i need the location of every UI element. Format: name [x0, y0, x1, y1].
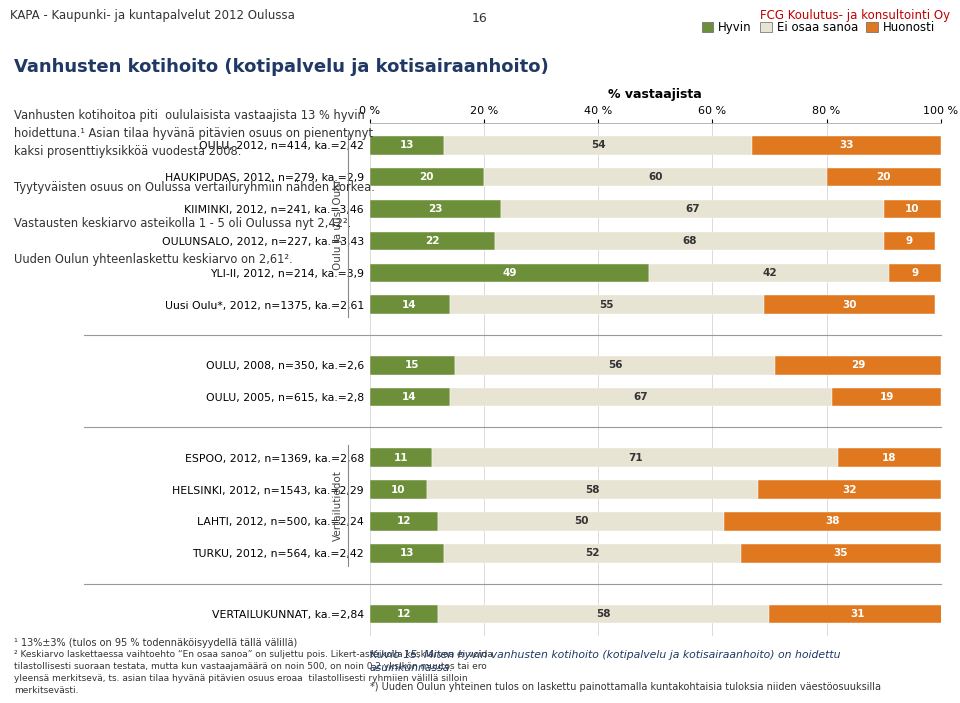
Text: 9: 9 — [906, 236, 913, 246]
Bar — [370, 295, 449, 314]
Text: 18: 18 — [882, 453, 897, 463]
Text: ² Keskiarvo laskettaessa vaihtoehto “En osaa sanoa” on suljettu pois. Likert-ast: ² Keskiarvo laskettaessa vaihtoehto “En … — [14, 650, 493, 695]
Text: Oulu ja uusi Oulu: Oulu ja uusi Oulu — [333, 180, 343, 270]
Text: 33: 33 — [839, 141, 853, 150]
Text: Vertailutiedot: Vertailutiedot — [333, 470, 343, 541]
Bar — [775, 356, 941, 375]
Bar — [455, 356, 775, 375]
X-axis label: % vastaajista: % vastaajista — [609, 88, 702, 101]
Text: 10: 10 — [391, 484, 405, 495]
Bar — [770, 605, 947, 623]
Bar — [449, 388, 832, 406]
Text: ¹ 13%±3% (tulos on 95 % todennäköisyydellä tällä välillä): ¹ 13%±3% (tulos on 95 % todennäköisyydel… — [14, 638, 298, 648]
Legend: Hyvin, Ei osaa sanoa, Huonosti: Hyvin, Ei osaa sanoa, Huonosti — [702, 21, 935, 34]
Bar — [370, 356, 455, 375]
Bar — [370, 264, 650, 282]
Text: 20: 20 — [420, 172, 434, 182]
Bar — [426, 480, 758, 499]
Text: Vanhusten kotihoito (kotipalvelu ja kotisairaanhoito): Vanhusten kotihoito (kotipalvelu ja koti… — [14, 58, 549, 76]
Bar — [370, 449, 432, 467]
Bar — [650, 264, 889, 282]
Bar — [370, 388, 449, 406]
Text: 20: 20 — [876, 172, 891, 182]
Text: 54: 54 — [590, 141, 606, 150]
Text: 12: 12 — [396, 609, 411, 619]
Text: 71: 71 — [628, 453, 642, 463]
Bar — [444, 136, 753, 155]
Bar — [753, 136, 941, 155]
Text: 42: 42 — [762, 268, 777, 278]
Bar — [370, 605, 438, 623]
Bar — [432, 449, 838, 467]
Bar — [832, 388, 941, 406]
Bar — [370, 512, 438, 531]
Bar — [883, 232, 935, 250]
Bar — [758, 480, 941, 499]
Text: 55: 55 — [599, 299, 613, 310]
Text: 10: 10 — [905, 204, 920, 214]
Text: 11: 11 — [394, 453, 408, 463]
Text: FCG Koulutus- ja konsultointi Oy: FCG Koulutus- ja konsultointi Oy — [760, 9, 950, 22]
Text: 58: 58 — [585, 484, 600, 495]
Text: 30: 30 — [842, 299, 856, 310]
Bar — [370, 136, 444, 155]
Bar — [827, 168, 941, 186]
Text: KAPA - Kaupunki- ja kuntapalvelut 2012 Oulussa: KAPA - Kaupunki- ja kuntapalvelut 2012 O… — [10, 9, 295, 22]
Text: 14: 14 — [402, 392, 417, 402]
Bar — [438, 605, 770, 623]
Text: 31: 31 — [851, 609, 865, 619]
Text: 12: 12 — [396, 517, 411, 527]
Bar — [370, 200, 501, 219]
Text: 23: 23 — [428, 204, 443, 214]
Text: 35: 35 — [833, 548, 848, 558]
Text: 67: 67 — [685, 204, 700, 214]
Text: 56: 56 — [608, 360, 622, 370]
Bar — [370, 232, 495, 250]
Text: 16: 16 — [472, 12, 488, 25]
Text: 19: 19 — [879, 392, 894, 402]
Text: 29: 29 — [851, 360, 865, 370]
Bar — [889, 264, 941, 282]
Text: 58: 58 — [596, 609, 612, 619]
Bar — [370, 544, 444, 562]
Bar — [444, 544, 741, 562]
Text: 49: 49 — [502, 268, 516, 278]
Text: 32: 32 — [842, 484, 856, 495]
Bar — [484, 168, 827, 186]
Bar — [495, 232, 884, 250]
Bar — [449, 295, 764, 314]
Text: 67: 67 — [634, 392, 648, 402]
Text: Vanhusten kotihoitoa piti  oululaisista vastaajista 13 % hyvin
hoidettuna.¹ Asia: Vanhusten kotihoitoa piti oululaisista v… — [14, 109, 375, 266]
Bar — [724, 512, 941, 531]
Text: 15: 15 — [405, 360, 420, 370]
Text: 14: 14 — [402, 299, 417, 310]
Text: 50: 50 — [574, 517, 588, 527]
Text: Kuvio 15. Miten hyvin vanhusten kotihoito (kotipalvelu ja kotisairaanhoito) on h: Kuvio 15. Miten hyvin vanhusten kotihoit… — [370, 650, 840, 673]
Text: 22: 22 — [425, 236, 440, 246]
Bar — [741, 544, 941, 562]
Bar — [501, 200, 884, 219]
Text: 68: 68 — [683, 236, 697, 246]
Text: 13: 13 — [399, 548, 414, 558]
Bar — [370, 168, 484, 186]
Bar — [438, 512, 724, 531]
Text: 52: 52 — [585, 548, 600, 558]
Text: 60: 60 — [648, 172, 662, 182]
Bar — [764, 295, 935, 314]
Bar — [838, 449, 941, 467]
Text: *) Uuden Oulun yhteinen tulos on laskettu painottamalla kuntakohtaisia tuloksia : *) Uuden Oulun yhteinen tulos on laskett… — [370, 682, 880, 692]
Bar — [370, 480, 426, 499]
Text: 13: 13 — [399, 141, 414, 150]
Bar — [883, 200, 941, 219]
Text: 38: 38 — [825, 517, 840, 527]
Text: 9: 9 — [912, 268, 919, 278]
